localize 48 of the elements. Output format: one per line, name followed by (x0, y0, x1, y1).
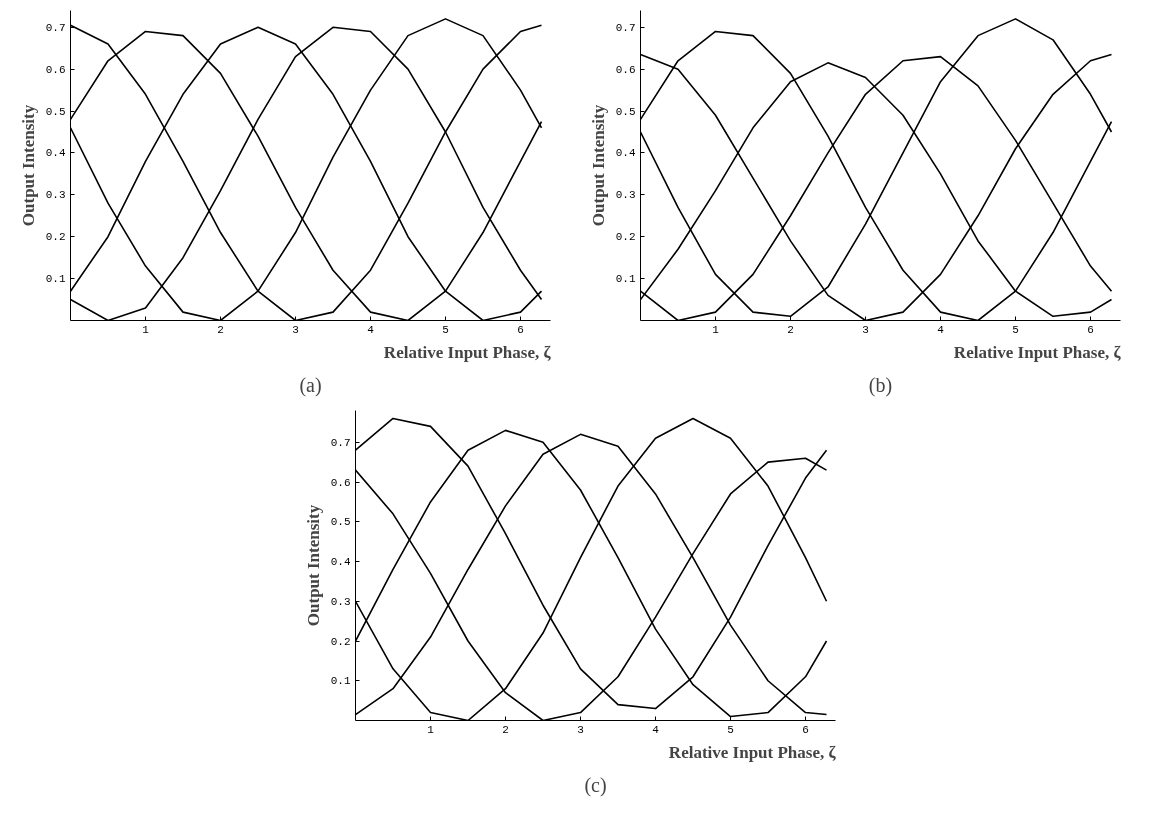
y-tick-label: 0.2 (615, 231, 636, 244)
x-axis-title: Relative Input Phase, ζ (668, 742, 837, 762)
x-tick-label: 6 (1087, 323, 1094, 336)
x-tick-label: 1 (427, 723, 435, 736)
x-tick-label: 5 (1012, 323, 1019, 336)
x-tick-label: 2 (502, 723, 509, 736)
y-tick-label: 0.6 (45, 63, 66, 76)
y-tick-label: 0.5 (615, 105, 636, 118)
x-tick-label: 5 (442, 323, 449, 336)
text: (c) (584, 773, 607, 797)
x-tick-label: 1 (712, 323, 720, 336)
x-axis-title: Relative Input Phase, ζ (953, 342, 1122, 362)
x-tick-label: 2 (217, 323, 224, 336)
y-axis-title: Output Intensity (303, 504, 323, 627)
y-tick-label: 0.7 (330, 436, 351, 449)
x-tick-label: 4 (937, 323, 945, 336)
y-tick-label: 0.4 (615, 147, 636, 160)
y-tick-label: 0.6 (615, 63, 636, 76)
text: (a) (299, 373, 322, 397)
y-tick-label: 0.7 (45, 21, 66, 34)
y-tick-label: 0.1 (330, 675, 351, 688)
y-tick-label: 0.4 (330, 556, 351, 569)
x-tick-label: 4 (367, 323, 375, 336)
x-tick-label: 6 (802, 723, 809, 736)
x-tick-label: 3 (577, 723, 584, 736)
y-tick-label: 0.3 (615, 189, 636, 202)
y-tick-label: 0.6 (330, 476, 351, 489)
x-tick-label: 3 (292, 323, 299, 336)
x-tick-label: 1 (142, 323, 150, 336)
y-tick-label: 0.4 (45, 147, 66, 160)
y-axis-title: Output Intensity (18, 104, 38, 227)
x-tick-label: 5 (727, 723, 734, 736)
y-tick-label: 0.1 (615, 273, 636, 286)
x-tick-label: 3 (862, 323, 869, 336)
x-tick-label: 2 (787, 323, 794, 336)
y-tick-label: 0.3 (45, 189, 66, 202)
y-tick-label: 0.5 (330, 516, 351, 529)
y-tick-label: 0.1 (45, 273, 66, 286)
y-tick-label: 0.2 (45, 231, 66, 244)
x-axis-title: Relative Input Phase, ζ (383, 342, 552, 362)
x-tick-label: 6 (517, 323, 524, 336)
y-tick-label: 0.3 (330, 595, 351, 608)
y-axis-title: Output Intensity (588, 104, 608, 227)
y-tick-label: 0.2 (330, 635, 351, 648)
y-tick-label: 0.5 (45, 105, 66, 118)
x-tick-label: 4 (652, 723, 660, 736)
text: (b) (868, 373, 893, 397)
y-tick-label: 0.7 (615, 21, 636, 34)
